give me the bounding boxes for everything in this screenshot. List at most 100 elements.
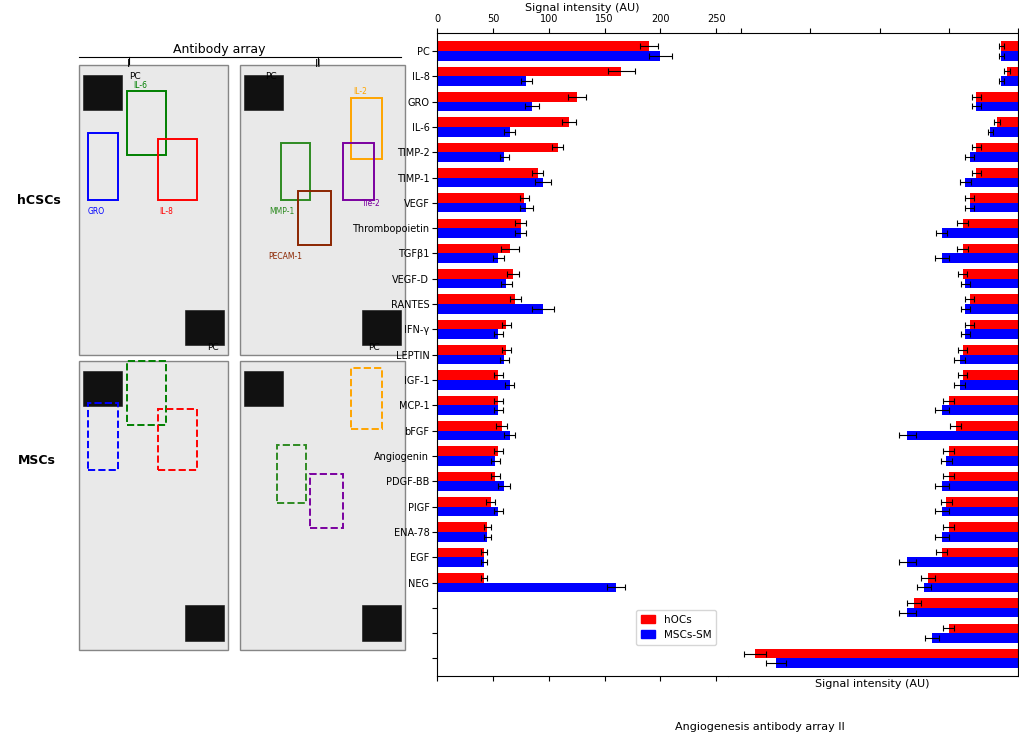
Bar [436, 446, 498, 456]
Bar [969, 193, 1017, 202]
Bar [907, 431, 1017, 440]
Bar [436, 92, 576, 101]
Bar [969, 320, 1017, 330]
Bar [436, 497, 490, 507]
Bar [157, 409, 197, 471]
Bar [436, 522, 487, 532]
Bar [436, 177, 543, 187]
Text: PC: PC [265, 72, 276, 81]
Bar [931, 633, 1017, 643]
Bar [436, 557, 483, 567]
Bar [775, 658, 1017, 668]
Bar [436, 127, 510, 137]
Bar [351, 98, 382, 159]
Bar [941, 228, 1017, 238]
Bar [277, 445, 306, 503]
Bar [436, 193, 524, 202]
Text: Tie-2: Tie-2 [362, 199, 381, 208]
Bar [88, 133, 118, 200]
Bar [948, 624, 1017, 633]
Bar [126, 361, 166, 426]
Bar [436, 320, 505, 330]
Bar [927, 573, 1017, 582]
Bar [962, 345, 1017, 355]
Bar [945, 497, 1017, 507]
Bar [959, 380, 1017, 389]
Bar [948, 395, 1017, 406]
Bar [436, 244, 510, 253]
Bar [754, 649, 1017, 658]
Bar [244, 371, 282, 406]
Bar [436, 345, 505, 355]
Bar [436, 330, 498, 339]
Bar [79, 65, 227, 355]
Bar [955, 421, 1017, 431]
Bar [975, 92, 1017, 101]
Bar [84, 75, 122, 110]
Bar [907, 557, 1017, 567]
Text: Antibody array: Antibody array [173, 43, 265, 56]
Bar [436, 253, 498, 263]
Legend: hOCs, MSCs-SM: hOCs, MSCs-SM [635, 610, 715, 645]
Bar [964, 304, 1017, 314]
Bar [436, 152, 503, 162]
Bar [975, 168, 1017, 177]
Text: IL-8: IL-8 [160, 207, 173, 216]
Bar [436, 118, 569, 127]
Text: PC: PC [368, 342, 379, 352]
Text: MMP-1: MMP-1 [269, 207, 293, 216]
Bar [436, 573, 483, 582]
Bar [959, 355, 1017, 364]
Bar [969, 152, 1017, 162]
Bar [436, 395, 498, 406]
Text: PECAM-1: PECAM-1 [268, 252, 302, 261]
Text: IL-6: IL-6 [132, 81, 147, 90]
Bar [436, 380, 510, 389]
Bar [962, 269, 1017, 279]
Bar [436, 168, 537, 177]
Bar [436, 370, 498, 380]
X-axis label: Signal intensity (AU): Signal intensity (AU) [525, 3, 639, 13]
Bar [975, 143, 1017, 152]
Text: II: II [315, 59, 321, 69]
Bar [913, 599, 1017, 608]
Bar [88, 403, 118, 471]
Bar [436, 431, 510, 440]
Bar [436, 202, 526, 213]
Bar [157, 140, 197, 200]
Bar [1001, 41, 1017, 51]
Bar [436, 143, 557, 152]
Bar [962, 370, 1017, 380]
Bar [436, 101, 532, 111]
Bar [126, 91, 166, 155]
Bar [239, 361, 405, 650]
Bar [1006, 67, 1017, 76]
Bar [436, 279, 505, 288]
Bar [436, 76, 526, 86]
Bar [948, 522, 1017, 532]
Bar [941, 481, 1017, 491]
Bar [244, 75, 282, 110]
Bar [962, 244, 1017, 253]
Bar [923, 582, 1017, 592]
Bar [436, 67, 621, 76]
Bar [1001, 76, 1017, 86]
Bar [964, 177, 1017, 187]
Bar [298, 191, 330, 245]
Bar [964, 279, 1017, 288]
Bar [989, 127, 1017, 137]
Bar [362, 310, 400, 345]
Bar [941, 253, 1017, 263]
Bar [184, 310, 223, 345]
Bar [907, 608, 1017, 618]
Bar [948, 471, 1017, 481]
X-axis label: Signal intensity (AU): Signal intensity (AU) [814, 679, 929, 689]
Bar [941, 406, 1017, 415]
Bar [436, 228, 521, 238]
Bar [436, 548, 483, 557]
Text: I: I [127, 59, 130, 69]
Bar [948, 446, 1017, 456]
Bar [436, 582, 615, 592]
Bar [436, 532, 487, 542]
Text: hCSCs: hCSCs [17, 194, 61, 207]
